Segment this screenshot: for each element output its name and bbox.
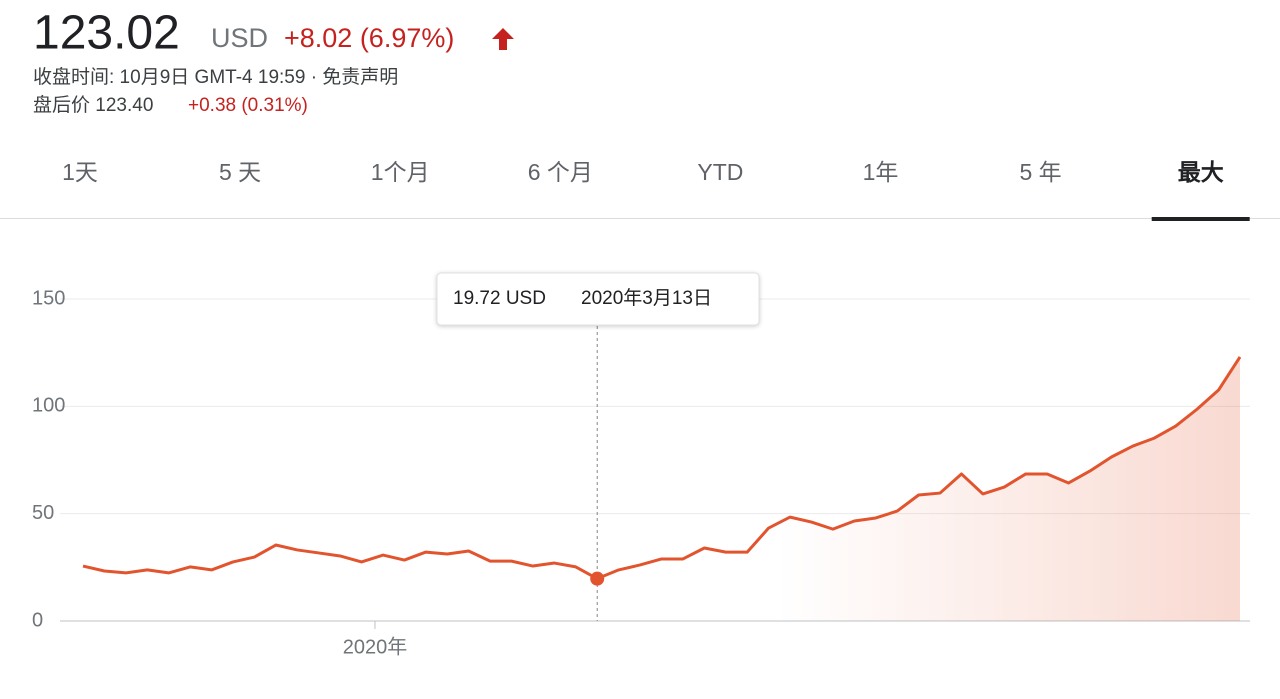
tab[interactable]: 1年 <box>863 159 899 185</box>
tab[interactable]: 最大 <box>1178 159 1224 185</box>
x-tick-label: 2020年 <box>343 635 408 658</box>
tooltip-value: 19.72 USD <box>453 288 546 309</box>
tooltip-date: 2020年3月13日 <box>581 287 712 309</box>
y-tick-label: 150 <box>32 287 65 309</box>
currency: USD <box>211 23 268 53</box>
price-line <box>82 356 1242 581</box>
area <box>83 356 1240 621</box>
y-tick-label: 100 <box>32 395 65 417</box>
after-hours-change: +0.38 (0.31%) <box>188 95 308 116</box>
tab[interactable]: 5 天 <box>219 159 261 185</box>
y-tick-label: 0 <box>32 609 43 631</box>
tab[interactable]: 1个月 <box>371 159 430 185</box>
tab[interactable]: YTD <box>697 159 743 185</box>
y-tick-label: 50 <box>32 502 54 524</box>
tab-underline <box>1151 217 1250 221</box>
tab[interactable]: 1天 <box>62 159 98 185</box>
up-arrow <box>492 28 514 50</box>
change: +8.02 (6.97%) <box>284 23 454 53</box>
price: 123.02 <box>33 7 180 60</box>
tab[interactable]: 6 个月 <box>528 159 593 185</box>
close-info: 收盘时间: 10月9日 GMT-4 19:59 · 免责声明 <box>33 66 398 88</box>
tooltip-box <box>436 272 760 326</box>
hover-dot <box>590 571 605 586</box>
tab[interactable]: 5 年 <box>1020 159 1062 185</box>
after-hours: 盘后价 123.40 <box>33 94 153 116</box>
